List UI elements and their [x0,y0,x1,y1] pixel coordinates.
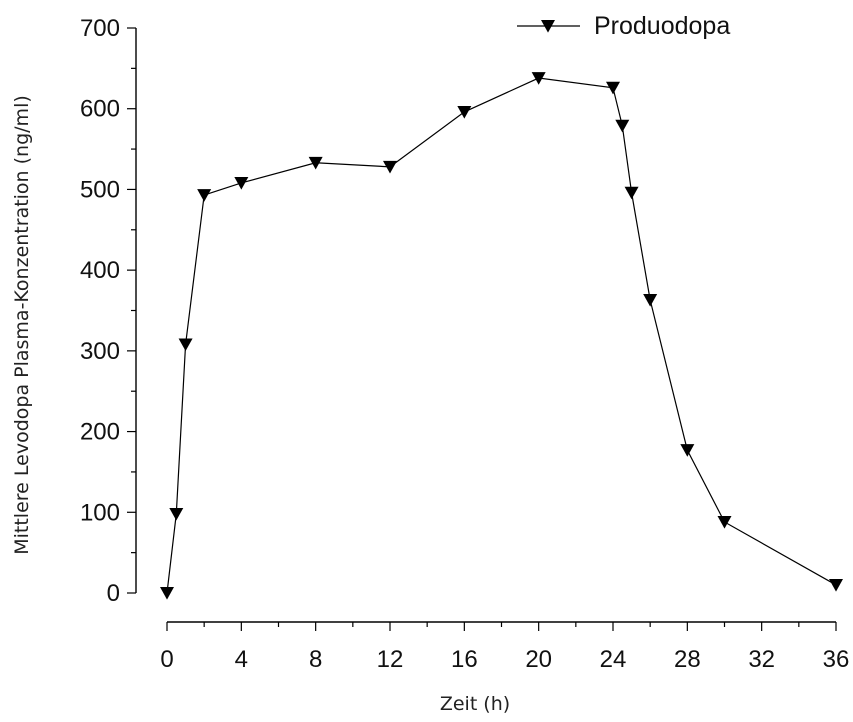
y-tick-label: 500 [80,176,120,203]
legend-marker [541,20,555,33]
data-point-marker [457,105,472,119]
data-point-marker [308,156,323,170]
series-line [166,77,837,594]
data-point-marker [197,189,212,202]
axes [135,28,836,623]
legend: Produodopa [517,12,730,40]
x-axis-title: Zeit (h) [440,693,510,715]
y-tick-label: 200 [80,419,120,446]
data-point-marker [178,338,193,352]
data-point-marker [383,160,397,174]
y-axis-title: Mittlere Levodopa Plasma-Konzentration (… [11,95,33,555]
data-point-marker [643,294,658,307]
y-tick-label: 400 [80,257,120,284]
data-point-marker [624,186,639,200]
legend-label: Produodopa [594,12,730,40]
y-ticks: 0 100 200 300 400 500 600 700 [80,15,136,607]
y-tick-label: 0 [107,580,120,607]
data-point-marker [531,72,546,85]
data-point-marker [606,81,620,95]
x-tick-label: 20 [525,646,552,673]
x-tick-label: 28 [674,646,701,673]
x-tick-label: 8 [309,646,322,673]
data-point-marker [234,177,249,190]
x-ticks: 0 4 8 12 16 20 24 28 32 36 [160,622,849,673]
x-tick-label: 32 [748,646,775,673]
x-tick-label: 24 [600,646,627,673]
x-tick-label: 12 [377,646,404,673]
data-point-marker [169,507,184,521]
y-tick-label: 700 [80,15,120,42]
data-point-marker [160,587,174,600]
data-point-marker [829,578,843,592]
series-markers [160,72,843,600]
series-produodopa [160,72,843,600]
x-tick-label: 36 [823,646,850,673]
data-point-marker [717,516,732,529]
y-tick-label: 300 [80,338,120,365]
y-tick-label: 100 [80,499,120,526]
y-tick-label: 600 [80,96,120,123]
x-tick-label: 4 [235,646,248,673]
x-tick-label: 0 [160,646,173,673]
data-point-marker [615,119,630,133]
x-tick-label: 16 [451,646,478,673]
data-point-marker [680,444,695,457]
